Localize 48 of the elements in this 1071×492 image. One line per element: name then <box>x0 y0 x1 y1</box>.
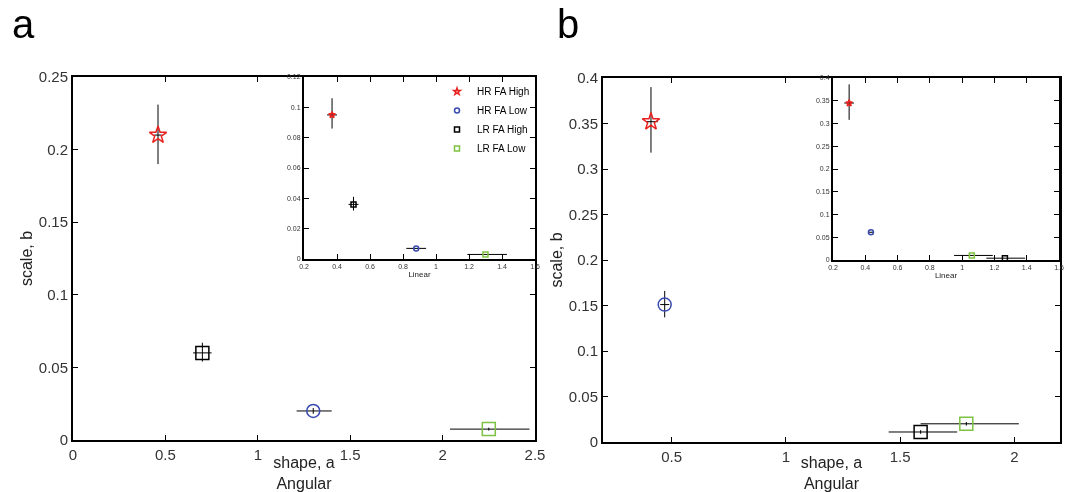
x-tick-label: 1 <box>781 448 790 465</box>
y-tick-label: 0.1 <box>47 286 68 304</box>
y-tick-label: 0.25 <box>568 205 598 223</box>
y-tick-label: 0.3 <box>577 160 598 178</box>
x-tick-label: 2.5 <box>524 446 546 463</box>
y-tick-label: 0.4 <box>577 69 598 87</box>
y-tick-label: 0.15 <box>38 213 68 231</box>
y-tick-label: 0 <box>589 433 598 451</box>
point <box>481 421 497 437</box>
point <box>913 424 928 440</box>
y-axis-title: scale, b <box>18 230 36 287</box>
x-tick-label: 0.5 <box>154 446 176 463</box>
x-tick-label: 0.5 <box>661 448 682 465</box>
point <box>482 251 489 258</box>
x-tick-label: 1.5 <box>339 446 361 463</box>
point <box>845 98 854 107</box>
point <box>327 110 337 119</box>
point <box>959 416 974 432</box>
chart-title: b <box>557 1 580 46</box>
x-tick-label: 1 <box>253 446 262 463</box>
x-axis-title: shape, a Angular <box>800 454 863 492</box>
y-tick-label: 0.1 <box>577 342 598 360</box>
legend-label: LR FA High <box>477 124 528 136</box>
x-tick-label: 1.5 <box>889 448 911 465</box>
y-axis-title: scale, b <box>548 232 566 288</box>
point <box>148 125 168 144</box>
legend-label: HR FA High <box>477 86 530 98</box>
point <box>412 245 420 252</box>
point <box>968 252 976 259</box>
legend-label: HR FA Low <box>477 105 528 117</box>
x-tick-label: 2 <box>1010 448 1019 465</box>
y-tick-label: 0.15 <box>568 296 598 314</box>
x-axis-title: Linear <box>408 270 431 279</box>
y-tick-label: 0.35 <box>568 114 598 132</box>
chart-title: a <box>12 1 35 46</box>
y-tick-label: 0.25 <box>38 68 68 86</box>
point <box>306 403 321 419</box>
point <box>641 111 661 130</box>
point <box>195 345 210 361</box>
x-axis-title: Linear <box>934 271 958 280</box>
y-tick-label: 0.05 <box>568 387 598 405</box>
y-tick-label: 0.2 <box>47 140 68 158</box>
x-axis-title: shape, a Angular <box>273 454 335 492</box>
y-tick-label: 0.05 <box>38 358 68 376</box>
y-tick-label: 0 <box>59 431 68 449</box>
x-tick-label: 2 <box>438 446 447 463</box>
legend-label: LR FA Low <box>477 143 527 155</box>
point <box>657 297 672 312</box>
